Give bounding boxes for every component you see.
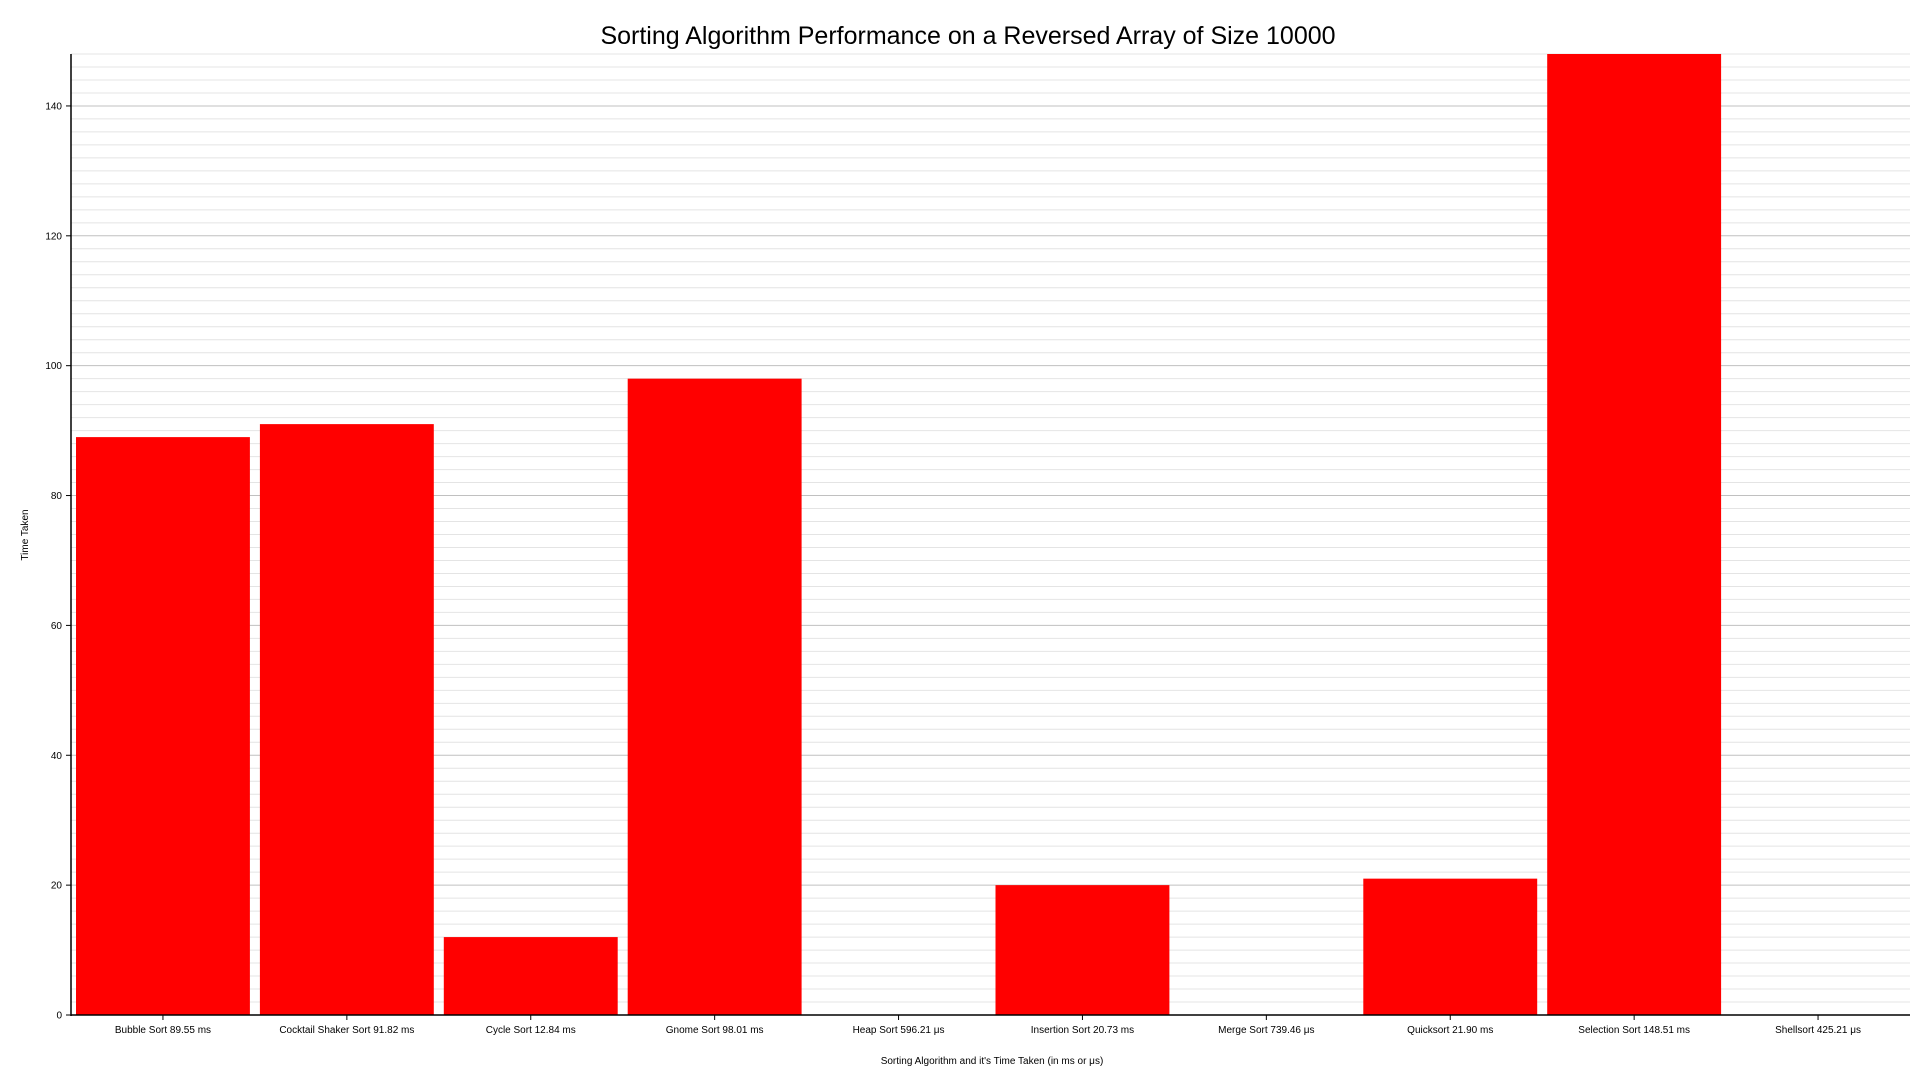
- x-tick-label: Merge Sort 739.46 μs: [1218, 1025, 1314, 1036]
- bar: [627, 378, 802, 1015]
- x-tick-label: Gnome Sort 98.01 ms: [666, 1025, 764, 1036]
- axes: [66, 54, 1910, 1020]
- y-tick-label: 120: [45, 231, 62, 242]
- y-tick-label: 60: [51, 621, 63, 632]
- y-tick-label: 100: [45, 361, 62, 372]
- chart-title: Sorting Algorithm Performance on a Rever…: [600, 22, 1335, 50]
- x-tick-label: Cocktail Shaker Sort 91.82 ms: [279, 1025, 414, 1036]
- x-tick-label: Bubble Sort 89.55 ms: [115, 1025, 211, 1036]
- x-axis-title: Sorting Algorithm and it's Time Taken (i…: [881, 1056, 1104, 1067]
- bar: [995, 885, 1170, 1015]
- bar: [76, 437, 250, 1016]
- bar: [1363, 878, 1538, 1015]
- y-tick-label: 40: [51, 751, 63, 762]
- labels: 0 20 40 60 80 100 120 140 Bubble Sort 89.55 ms Co…: [45, 101, 1861, 1036]
- y-axis-title: Time Taken: [20, 509, 31, 560]
- bar: [443, 937, 618, 1015]
- y-tick-label: 140: [45, 101, 62, 112]
- x-tick-label: Cycle Sort 12.84 ms: [486, 1025, 576, 1036]
- bar: [1547, 54, 1722, 1015]
- y-tick-label: 0: [56, 1011, 62, 1022]
- x-tick-label: Shellsort 425.21 μs: [1775, 1025, 1861, 1036]
- y-tick-label: 80: [51, 491, 63, 502]
- x-tick-label: Heap Sort 596.21 μs: [853, 1025, 945, 1036]
- x-tick-label: Quicksort 21.90 ms: [1407, 1025, 1493, 1036]
- y-tick-label: 20: [51, 881, 63, 892]
- bar: [259, 424, 434, 1015]
- x-tick-label: Insertion Sort 20.73 ms: [1031, 1025, 1134, 1036]
- x-tick-label: Selection Sort 148.51 ms: [1578, 1025, 1690, 1036]
- bars: [76, 54, 1722, 1016]
